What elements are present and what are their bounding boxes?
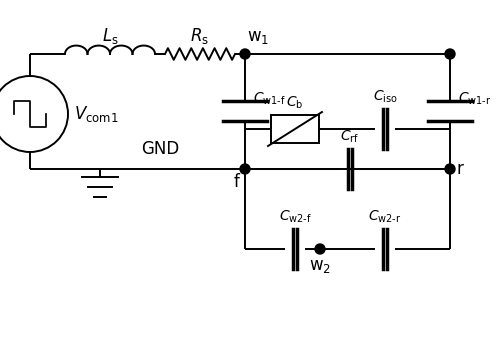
- Text: $C_{\rm w1\text{-}f}$: $C_{\rm w1\text{-}f}$: [253, 90, 286, 107]
- Text: $L_{\rm s}$: $L_{\rm s}$: [102, 26, 118, 46]
- Text: $C_{\rm w2\text{-}r}$: $C_{\rm w2\text{-}r}$: [368, 208, 402, 225]
- Text: GND: GND: [141, 140, 179, 158]
- Text: $C_{\rm rf}$: $C_{\rm rf}$: [340, 129, 359, 145]
- Text: $C_{\rm b}$: $C_{\rm b}$: [286, 95, 304, 111]
- Circle shape: [445, 164, 455, 174]
- Bar: [271, 115, 319, 143]
- Text: $C_{\rm w2\text{-}f}$: $C_{\rm w2\text{-}f}$: [278, 208, 312, 225]
- Text: f: f: [233, 173, 239, 191]
- Text: w$_1$: w$_1$: [247, 28, 269, 46]
- Circle shape: [445, 49, 455, 59]
- Text: $R_{\rm s}$: $R_{\rm s}$: [190, 26, 210, 46]
- Circle shape: [240, 164, 250, 174]
- Text: $V_{\rm com1}$: $V_{\rm com1}$: [74, 104, 118, 124]
- Circle shape: [240, 49, 250, 59]
- Text: $C_{\rm iso}$: $C_{\rm iso}$: [372, 89, 398, 105]
- Text: r: r: [456, 160, 463, 178]
- Circle shape: [315, 244, 325, 254]
- Text: $C_{\rm w1\text{-}r}$: $C_{\rm w1\text{-}r}$: [458, 90, 492, 107]
- Text: w$_2$: w$_2$: [309, 257, 331, 275]
